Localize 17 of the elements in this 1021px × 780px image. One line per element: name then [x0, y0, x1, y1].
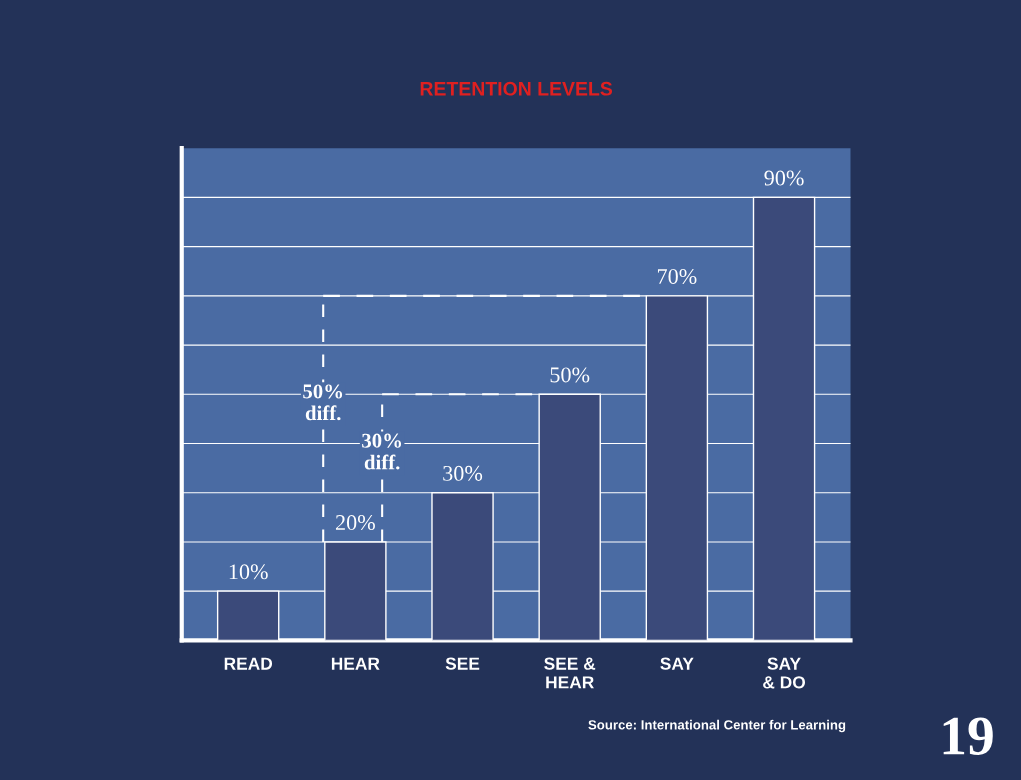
- x-tick-label: READ: [224, 657, 273, 670]
- data-label: 70%: [657, 268, 697, 285]
- x-tick-label: SEE & HEAR: [544, 657, 596, 689]
- annotation: 50% diff.: [303, 384, 343, 421]
- data-label: 20%: [335, 515, 375, 531]
- x-tick-label: SEE: [445, 657, 480, 670]
- x-tick-label: HEAR: [331, 657, 380, 670]
- data-label: 50%: [550, 367, 590, 383]
- x-tick-label: SAY & DO: [763, 657, 806, 689]
- data-label: 90%: [764, 170, 804, 186]
- annotation: 30% diff.: [362, 433, 402, 470]
- x-tick-label: SAY: [660, 657, 694, 670]
- text: 19: [943, 717, 993, 755]
- data-label: 30%: [443, 465, 483, 481]
- source-note: Source: International Center for Learning: [588, 719, 846, 733]
- data-label: 10%: [229, 564, 268, 580]
- chart-title: RETENTION LEVELS: [420, 81, 613, 96]
